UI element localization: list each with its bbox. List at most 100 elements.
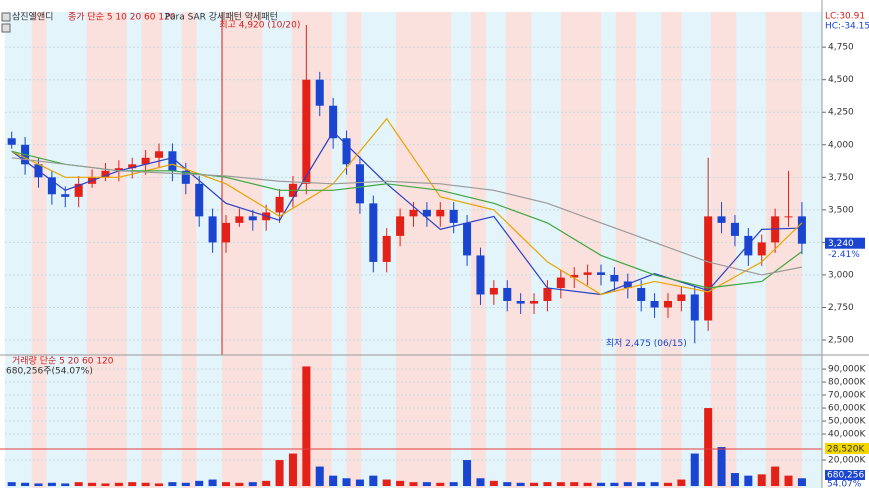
candle-body [610, 274, 619, 282]
volume-bar [757, 474, 766, 487]
y-tick-label: 3,750 [828, 173, 854, 183]
candle-body [396, 216, 405, 236]
candle-body [315, 79, 324, 106]
volume-bar [784, 475, 793, 487]
candle-body [463, 222, 472, 256]
change-label: -2.41% [828, 250, 860, 260]
volume-bar [583, 482, 592, 487]
candle-body [663, 300, 672, 308]
candle-body [195, 183, 204, 217]
y-tick-label: 4,500 [828, 75, 854, 85]
candle-body [449, 209, 458, 223]
bear-band [765, 12, 802, 488]
volume-bar [396, 480, 405, 487]
volume-bar [168, 482, 177, 487]
candle-body [530, 300, 539, 304]
y-tick-label: 4,750 [828, 43, 854, 53]
volume-bar [556, 482, 565, 487]
volume-bar [596, 482, 606, 487]
bear-band [346, 12, 362, 488]
candle-body [329, 105, 338, 139]
bear-band [181, 12, 197, 488]
bear-band [471, 12, 486, 488]
volume-bar [21, 482, 30, 487]
volume-bar [195, 480, 204, 487]
candle-body [101, 170, 110, 178]
candle-body [74, 183, 83, 197]
icon[interactable] [1, 23, 11, 33]
bear-band [221, 12, 263, 488]
volume-bar [101, 483, 110, 487]
sar-legend: Para SAR 강세패턴 약세패턴 [165, 11, 278, 23]
volume-bar [141, 482, 150, 487]
bear-band [615, 12, 636, 488]
candle-body [543, 287, 552, 301]
volume-bar [650, 482, 659, 487]
candle-body [181, 170, 190, 184]
candle-body [744, 235, 753, 256]
volume-bar [288, 453, 297, 487]
candle-body [717, 216, 726, 223]
candle-body [355, 164, 364, 204]
volume-bar [503, 482, 512, 487]
volume-bar [730, 473, 739, 487]
y-tick-label: 40,000K [828, 430, 866, 440]
volume-bar [369, 475, 378, 487]
volume-last-label: 680,256 [827, 471, 864, 481]
ma-line [11, 157, 803, 276]
volume-bar [663, 482, 672, 487]
volume-bar [221, 482, 231, 487]
bear-band [86, 12, 127, 488]
candle-body [583, 272, 592, 275]
volume-bar [623, 482, 632, 487]
y-tick-label: 4,000 [828, 140, 854, 150]
candle-body [235, 216, 244, 223]
candle-body [382, 235, 391, 262]
candle-body [369, 203, 378, 262]
candle-body [516, 300, 525, 304]
volume-bar [717, 447, 726, 487]
bear-band [396, 12, 452, 488]
sar-bands [5, 12, 822, 488]
bear-band [560, 12, 602, 488]
volume-bar [355, 479, 364, 487]
candle-body [221, 222, 231, 243]
candle-body [47, 177, 56, 195]
candle-body [784, 216, 793, 218]
volume-bar [530, 482, 539, 487]
y-tick-label: 90,000K [828, 365, 866, 375]
volume-legend: 거래량 단순 5 20 60 120 [12, 355, 114, 367]
volume-bar [181, 482, 190, 487]
y-tick-label: 3,500 [828, 205, 854, 215]
y-tick-label: 50,000K [828, 417, 866, 427]
candle-body [168, 151, 177, 171]
last-price-label: 3,240 [828, 239, 854, 249]
volume-bar [449, 482, 458, 487]
ma-line [11, 130, 802, 296]
volume-bar [543, 482, 552, 487]
volume-pct-label: 54.07% [827, 480, 862, 488]
volume-bar [489, 480, 498, 487]
candle-body [436, 209, 445, 217]
candle-body [677, 294, 686, 301]
y-tick-label: 2,750 [828, 303, 854, 313]
volume-bar [797, 478, 806, 487]
volume-bar [34, 483, 43, 487]
lc-label: LC:30.91 [825, 12, 865, 22]
candle-body [155, 151, 164, 158]
volume-bar [570, 482, 579, 487]
candle-body [556, 277, 565, 288]
volume-bar [677, 479, 686, 487]
candle-body [570, 274, 579, 278]
hc-label: HC:-34.15 [825, 22, 869, 32]
candle-body [650, 300, 659, 308]
volume-bar [342, 478, 351, 487]
volume-info: 680,256주(54.07%) [6, 366, 93, 377]
ma-line [11, 150, 803, 289]
volume-bar [302, 366, 311, 487]
bear-band [291, 12, 332, 488]
icon[interactable] [1, 12, 11, 22]
volume-bar [771, 466, 780, 487]
volume-bar [436, 482, 445, 487]
